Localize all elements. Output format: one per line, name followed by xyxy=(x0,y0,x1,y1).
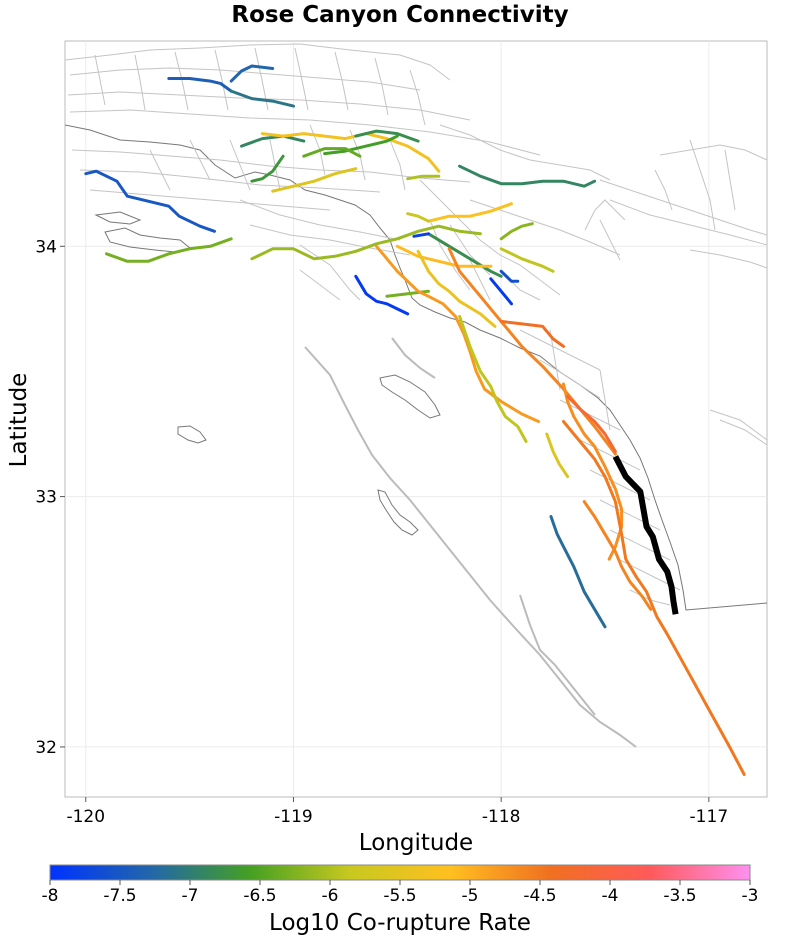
x-tick-label: -119 xyxy=(274,807,313,827)
fault-trace-31 xyxy=(562,382,624,561)
x-axis-label: Longitude xyxy=(359,830,473,856)
fault-trace-23 xyxy=(354,274,410,316)
fault-trace-29 xyxy=(545,432,570,479)
colorbar-tick-label: -4 xyxy=(602,886,619,906)
fault-trace-10 xyxy=(323,134,399,156)
y-tick-label: 34 xyxy=(35,237,57,257)
map-background xyxy=(65,43,767,748)
fault-trace-7 xyxy=(250,154,285,183)
fault-trace-0 xyxy=(167,77,233,93)
fault-trace-16 xyxy=(499,222,534,241)
fault-trace-8 xyxy=(271,167,358,193)
fault-trace-28 xyxy=(458,314,528,443)
offshore-fault-1 xyxy=(304,346,637,748)
fault-trace-18 xyxy=(427,232,503,278)
colorbar-ticks: -8 -7.5 -7 -6.5 -6 -5.5 -5 -4.5 -4 -3.5 -3 xyxy=(42,880,759,906)
colorbar-tick-label: -7 xyxy=(182,886,199,906)
fault-trace-35 xyxy=(549,515,607,629)
x-tick-label: -118 xyxy=(482,807,521,827)
fault-trace-14 xyxy=(458,164,597,188)
coastline xyxy=(65,124,767,611)
rose-canyon-fault-trace xyxy=(612,455,679,615)
island-2 xyxy=(379,374,441,419)
colorbar-tick-label: -6 xyxy=(322,886,339,906)
y-tick-label: 32 xyxy=(35,738,57,758)
fault-trace-33 xyxy=(582,500,653,611)
fault-trace-1 xyxy=(229,64,275,83)
colorbar-tick-label: -3 xyxy=(742,886,759,906)
fault-trace-6 xyxy=(240,134,306,148)
plot-area xyxy=(64,40,768,798)
fault-trace-24 xyxy=(489,277,513,306)
fault-trace-30 xyxy=(499,319,565,348)
colorbar xyxy=(49,864,751,881)
x-axis: -120 -119 -118 -117 xyxy=(66,797,728,827)
x-tick-label: -117 xyxy=(690,807,729,827)
colorbar-tick-label: -3.5 xyxy=(663,886,696,906)
fault-trace-13 xyxy=(406,174,441,181)
colorbar-tick-label: -4.5 xyxy=(523,886,556,906)
offshore-fault-3 xyxy=(519,594,596,716)
fault-traces xyxy=(84,64,746,776)
fault-trace-36 xyxy=(406,212,430,223)
y-axis-label: Latitude xyxy=(6,373,32,468)
fault-trace-17 xyxy=(499,247,555,273)
chart-title: Rose Canyon Connectivity xyxy=(231,2,568,28)
grid-lines xyxy=(65,41,767,797)
fault-trace-11 xyxy=(354,129,420,143)
island-5 xyxy=(94,211,142,225)
fault-trace-2 xyxy=(229,89,295,108)
y-axis: 32 33 34 xyxy=(35,237,65,758)
fault-trace-3 xyxy=(84,169,216,233)
colorbar-tick-label: -5 xyxy=(462,886,479,906)
colorbar-tick-label: -5.5 xyxy=(383,886,416,906)
fault-network xyxy=(65,43,767,606)
y-tick-label: 33 xyxy=(35,488,57,508)
fault-trace-5 xyxy=(250,224,482,261)
target-fault-layer xyxy=(612,455,679,615)
fault-trace-34 xyxy=(566,395,617,453)
island-4 xyxy=(377,489,419,536)
fault-trace-12 xyxy=(302,147,362,158)
fault-trace-32 xyxy=(562,420,746,776)
colorbar-tick-label: -8 xyxy=(42,886,59,906)
colorbar-tick-label: -7.5 xyxy=(103,886,136,906)
fault-trace-15 xyxy=(427,202,513,223)
x-tick-label: -120 xyxy=(66,807,105,827)
fault-trace-4 xyxy=(105,237,233,263)
fault-trace-26 xyxy=(416,249,497,328)
colorbar-label: Log10 Co-rupture Rate xyxy=(269,910,531,936)
fault-trace-20 xyxy=(499,269,520,283)
fault-trace-19 xyxy=(412,232,430,238)
colorbar-tick-label: -6.5 xyxy=(243,886,276,906)
offshore-fault-2 xyxy=(391,337,436,379)
island-3 xyxy=(177,425,207,444)
fault-trace-21 xyxy=(395,244,493,268)
